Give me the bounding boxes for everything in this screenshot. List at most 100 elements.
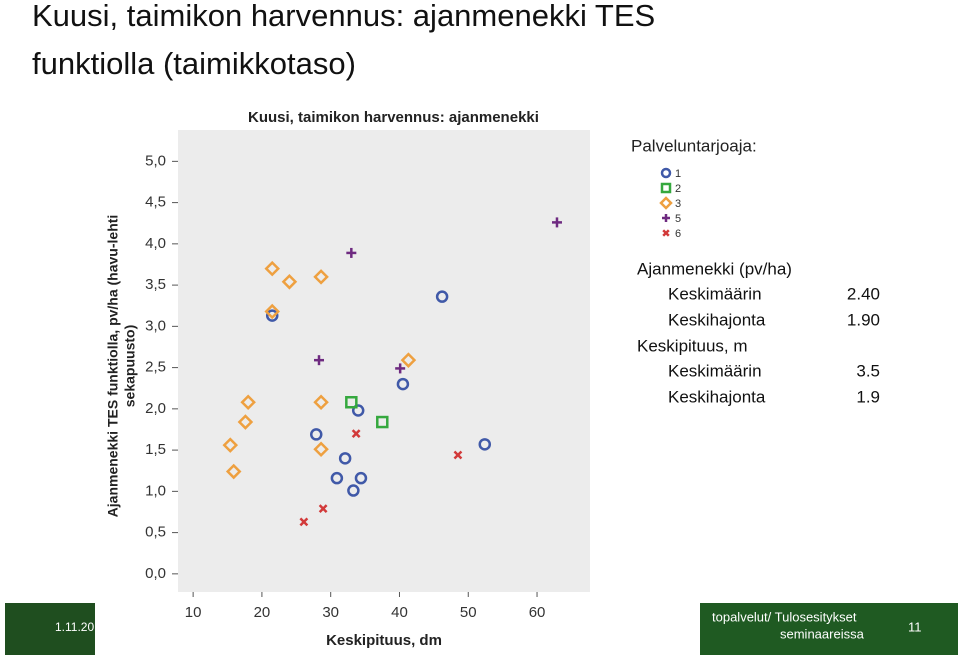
marker-part: [313, 269, 329, 285]
legend-label: 3: [675, 198, 681, 210]
plot-area: [178, 130, 590, 592]
point: [318, 504, 328, 514]
y-tick-label: 0,5: [145, 524, 166, 541]
point: [240, 394, 256, 411]
footer-text: topalvelut/ Tulosesitykset: [712, 609, 857, 624]
marker-part: [659, 196, 673, 210]
legend-label: 5: [675, 213, 681, 225]
point: [435, 290, 449, 303]
point: [313, 269, 329, 285]
marker-part: [281, 274, 298, 290]
slide-title: funktiolla (taimikkotaso): [32, 46, 356, 81]
point: [313, 441, 329, 458]
point: [551, 217, 562, 228]
x-tick-label: 20: [254, 604, 271, 621]
marker-part: [222, 437, 239, 453]
point: [264, 303, 280, 320]
point: [310, 428, 323, 441]
point: [453, 450, 463, 460]
marker-part: [265, 309, 279, 322]
point: [237, 414, 254, 430]
marker-part: [662, 229, 670, 237]
marker-part: [264, 303, 280, 320]
point: [299, 517, 309, 527]
y-axis-label-line: Ajanmenekki TES funktiolla, pv/ha (havu-…: [105, 215, 121, 518]
y-tick-label: 3,5: [145, 276, 166, 293]
marker-part: [338, 452, 352, 465]
stats-value: 3.5: [856, 361, 880, 380]
point: [330, 471, 344, 485]
point: [338, 452, 352, 465]
marker-part: [318, 504, 328, 514]
y-tick-label: 5,0: [145, 152, 166, 169]
point: [222, 437, 239, 453]
marker-part: [660, 167, 672, 179]
marker-part: [351, 429, 361, 438]
footer-text: seminaareissa: [780, 626, 865, 641]
marker-part: [354, 471, 368, 485]
marker-part: [351, 404, 365, 417]
point: [395, 363, 406, 374]
y-tick-label: 1,5: [145, 441, 166, 458]
x-tick-label: 10: [185, 604, 202, 621]
stats-label: Keskimäärin: [668, 361, 762, 380]
y-tick-label: 4,0: [145, 235, 166, 252]
stats-label: Ajanmenekki (pv/ha): [637, 259, 792, 278]
stats-label: Keskihajonta: [668, 387, 766, 406]
y-axis-label: Ajanmenekki TES funktiolla, pv/ha (havu-…: [105, 215, 138, 518]
point: [225, 463, 242, 480]
y-tick-label: 3,0: [145, 317, 166, 334]
y-tick-label: 2,5: [145, 359, 166, 376]
chart-title: Kuusi, taimikon harvennus: ajanmenekki: [248, 109, 539, 126]
point: [313, 394, 329, 411]
marker-part: [225, 463, 242, 480]
footer-right: [700, 603, 958, 655]
point: [662, 229, 670, 237]
footer-date: 1.11.20: [55, 620, 94, 634]
y-tick-label: 1,0: [145, 482, 166, 499]
point: [347, 484, 360, 497]
point: [662, 214, 670, 222]
point: [396, 377, 410, 391]
point: [354, 471, 368, 485]
y-tick-label: 0,0: [145, 565, 166, 582]
marker-part: [264, 260, 280, 277]
x-tick-label: 40: [391, 604, 408, 621]
point: [376, 415, 389, 429]
point: [345, 396, 358, 409]
x-tick-label: 50: [460, 604, 477, 621]
y-axis-label-line: sekapuusto): [122, 325, 138, 407]
marker-part: [376, 415, 389, 429]
point: [659, 196, 673, 210]
stats-block: Ajanmenekki (pv/ha) Keskimäärin 2.40 Keskih…: [637, 259, 880, 406]
marker-part: [299, 517, 309, 527]
point: [346, 247, 357, 258]
marker-part: [478, 438, 492, 451]
marker-part: [237, 414, 254, 430]
page-number: 11: [908, 619, 922, 634]
marker-part: [453, 450, 463, 460]
x-tick-label: 60: [529, 604, 546, 621]
y-tick-label: 4,5: [145, 194, 166, 211]
marker-part: [435, 290, 449, 303]
legend-label: 6: [675, 228, 681, 240]
stats-value: 2.40: [847, 284, 880, 303]
stats-label: Keskihajonta: [668, 310, 766, 329]
marker-part: [396, 377, 410, 391]
marker-part: [345, 396, 358, 409]
marker-part: [400, 352, 417, 368]
point: [314, 355, 325, 366]
stats-value: 1.9: [856, 387, 880, 406]
marker-part: [240, 394, 256, 411]
point: [264, 260, 280, 277]
marker-part: [330, 471, 344, 485]
x-tick-label: 30: [322, 604, 339, 621]
point: [400, 352, 417, 368]
legend-title: Palveluntarjoaja:: [631, 136, 757, 155]
x-axis-label: Keskipituus, dm: [326, 632, 442, 649]
slide-title: Kuusi, taimikon harvennus: ajanmenekki T…: [32, 0, 655, 33]
stats-label: Keskimäärin: [668, 284, 762, 303]
point: [660, 182, 672, 194]
legend-label: 2: [675, 183, 681, 195]
